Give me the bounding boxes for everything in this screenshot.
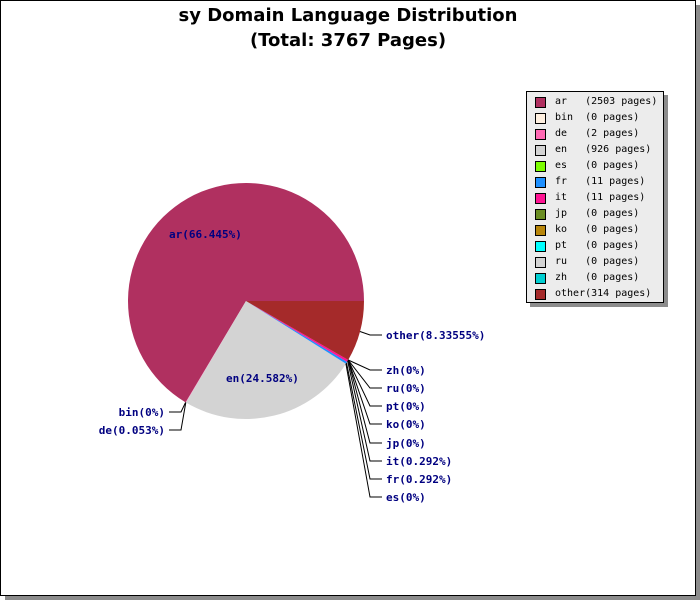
- legend-label: ru (0 pages): [555, 256, 640, 267]
- legend-label: fr (11 pages): [555, 176, 646, 187]
- legend-label: ko (0 pages): [555, 224, 640, 235]
- leader-line-fr: [346, 362, 382, 480]
- leader-line-ru: [347, 359, 382, 389]
- chart-title: sy Domain Language Distribution: [178, 5, 518, 26]
- legend-label: de (2 pages): [555, 128, 640, 139]
- slice-label-es: es(0%): [386, 491, 426, 504]
- legend-label: pt (0 pages): [555, 240, 640, 251]
- pie-slice-en: [185, 301, 346, 419]
- legend-swatch: [535, 161, 546, 172]
- leader-line-zh: [347, 359, 382, 371]
- leader-line-other: [359, 331, 382, 336]
- legend-swatch: [535, 273, 546, 284]
- legend-swatch: [535, 289, 546, 300]
- legend-label: other(314 pages): [555, 288, 652, 299]
- legend-label: en (926 pages): [555, 144, 652, 155]
- legend-swatch: [535, 257, 546, 268]
- legend-swatch: [535, 225, 546, 236]
- legend-swatch: [535, 129, 546, 140]
- leader-line-de: [169, 402, 187, 431]
- legend-label: es (0 pages): [555, 160, 640, 171]
- pie-slice-ar: [127, 182, 364, 403]
- slice-label-it: it(0.292%): [386, 455, 452, 468]
- slice-label-zh: zh(0%): [386, 364, 426, 377]
- legend-swatch: [535, 193, 546, 204]
- slice-label-en: en(24.582%): [226, 372, 299, 385]
- slice-label-other: other(8.33555%): [386, 329, 485, 342]
- slice-label-ko: ko(0%): [386, 418, 426, 431]
- legend-swatch: [535, 177, 546, 188]
- leader-line-pt: [347, 359, 382, 407]
- slice-label-pt: pt(0%): [386, 400, 426, 413]
- legend-swatch: [535, 113, 546, 124]
- slice-label-fr: fr(0.292%): [386, 473, 452, 486]
- pie-slice-fr: [246, 301, 348, 364]
- leader-line-es: [345, 363, 382, 498]
- leader-line-bin: [169, 402, 187, 413]
- slice-label-jp: jp(0%): [386, 437, 426, 450]
- slice-label-de: de(0.053%): [99, 424, 165, 437]
- pie-slice-other: [246, 301, 364, 361]
- pie-slice-it: [246, 301, 349, 362]
- slice-label-ru: ru(0%): [386, 382, 426, 395]
- legend-label: ar (2503 pages): [555, 96, 658, 107]
- leader-line-jp: [347, 359, 382, 444]
- legend-label: zh (0 pages): [555, 272, 640, 283]
- slice-label-bin: bin(0%): [119, 406, 165, 419]
- legend-label: jp (0 pages): [555, 208, 640, 219]
- legend-swatch: [535, 241, 546, 252]
- slice-label-ar: ar(66.445%): [169, 228, 242, 241]
- legend-label: bin (0 pages): [555, 112, 640, 123]
- legend: ar (2503 pages) bin (0 pages) de (2 pages)…: [526, 91, 664, 303]
- legend-swatch: [535, 97, 546, 108]
- legend-swatch: [535, 209, 546, 220]
- leader-line-ko: [347, 359, 382, 425]
- legend-label: it (11 pages): [555, 192, 646, 203]
- pie-slice-de: [185, 301, 246, 403]
- legend-swatch: [535, 145, 546, 156]
- chart-subtitle: (Total: 3767 Pages): [249, 30, 447, 51]
- leader-line-it: [347, 360, 382, 462]
